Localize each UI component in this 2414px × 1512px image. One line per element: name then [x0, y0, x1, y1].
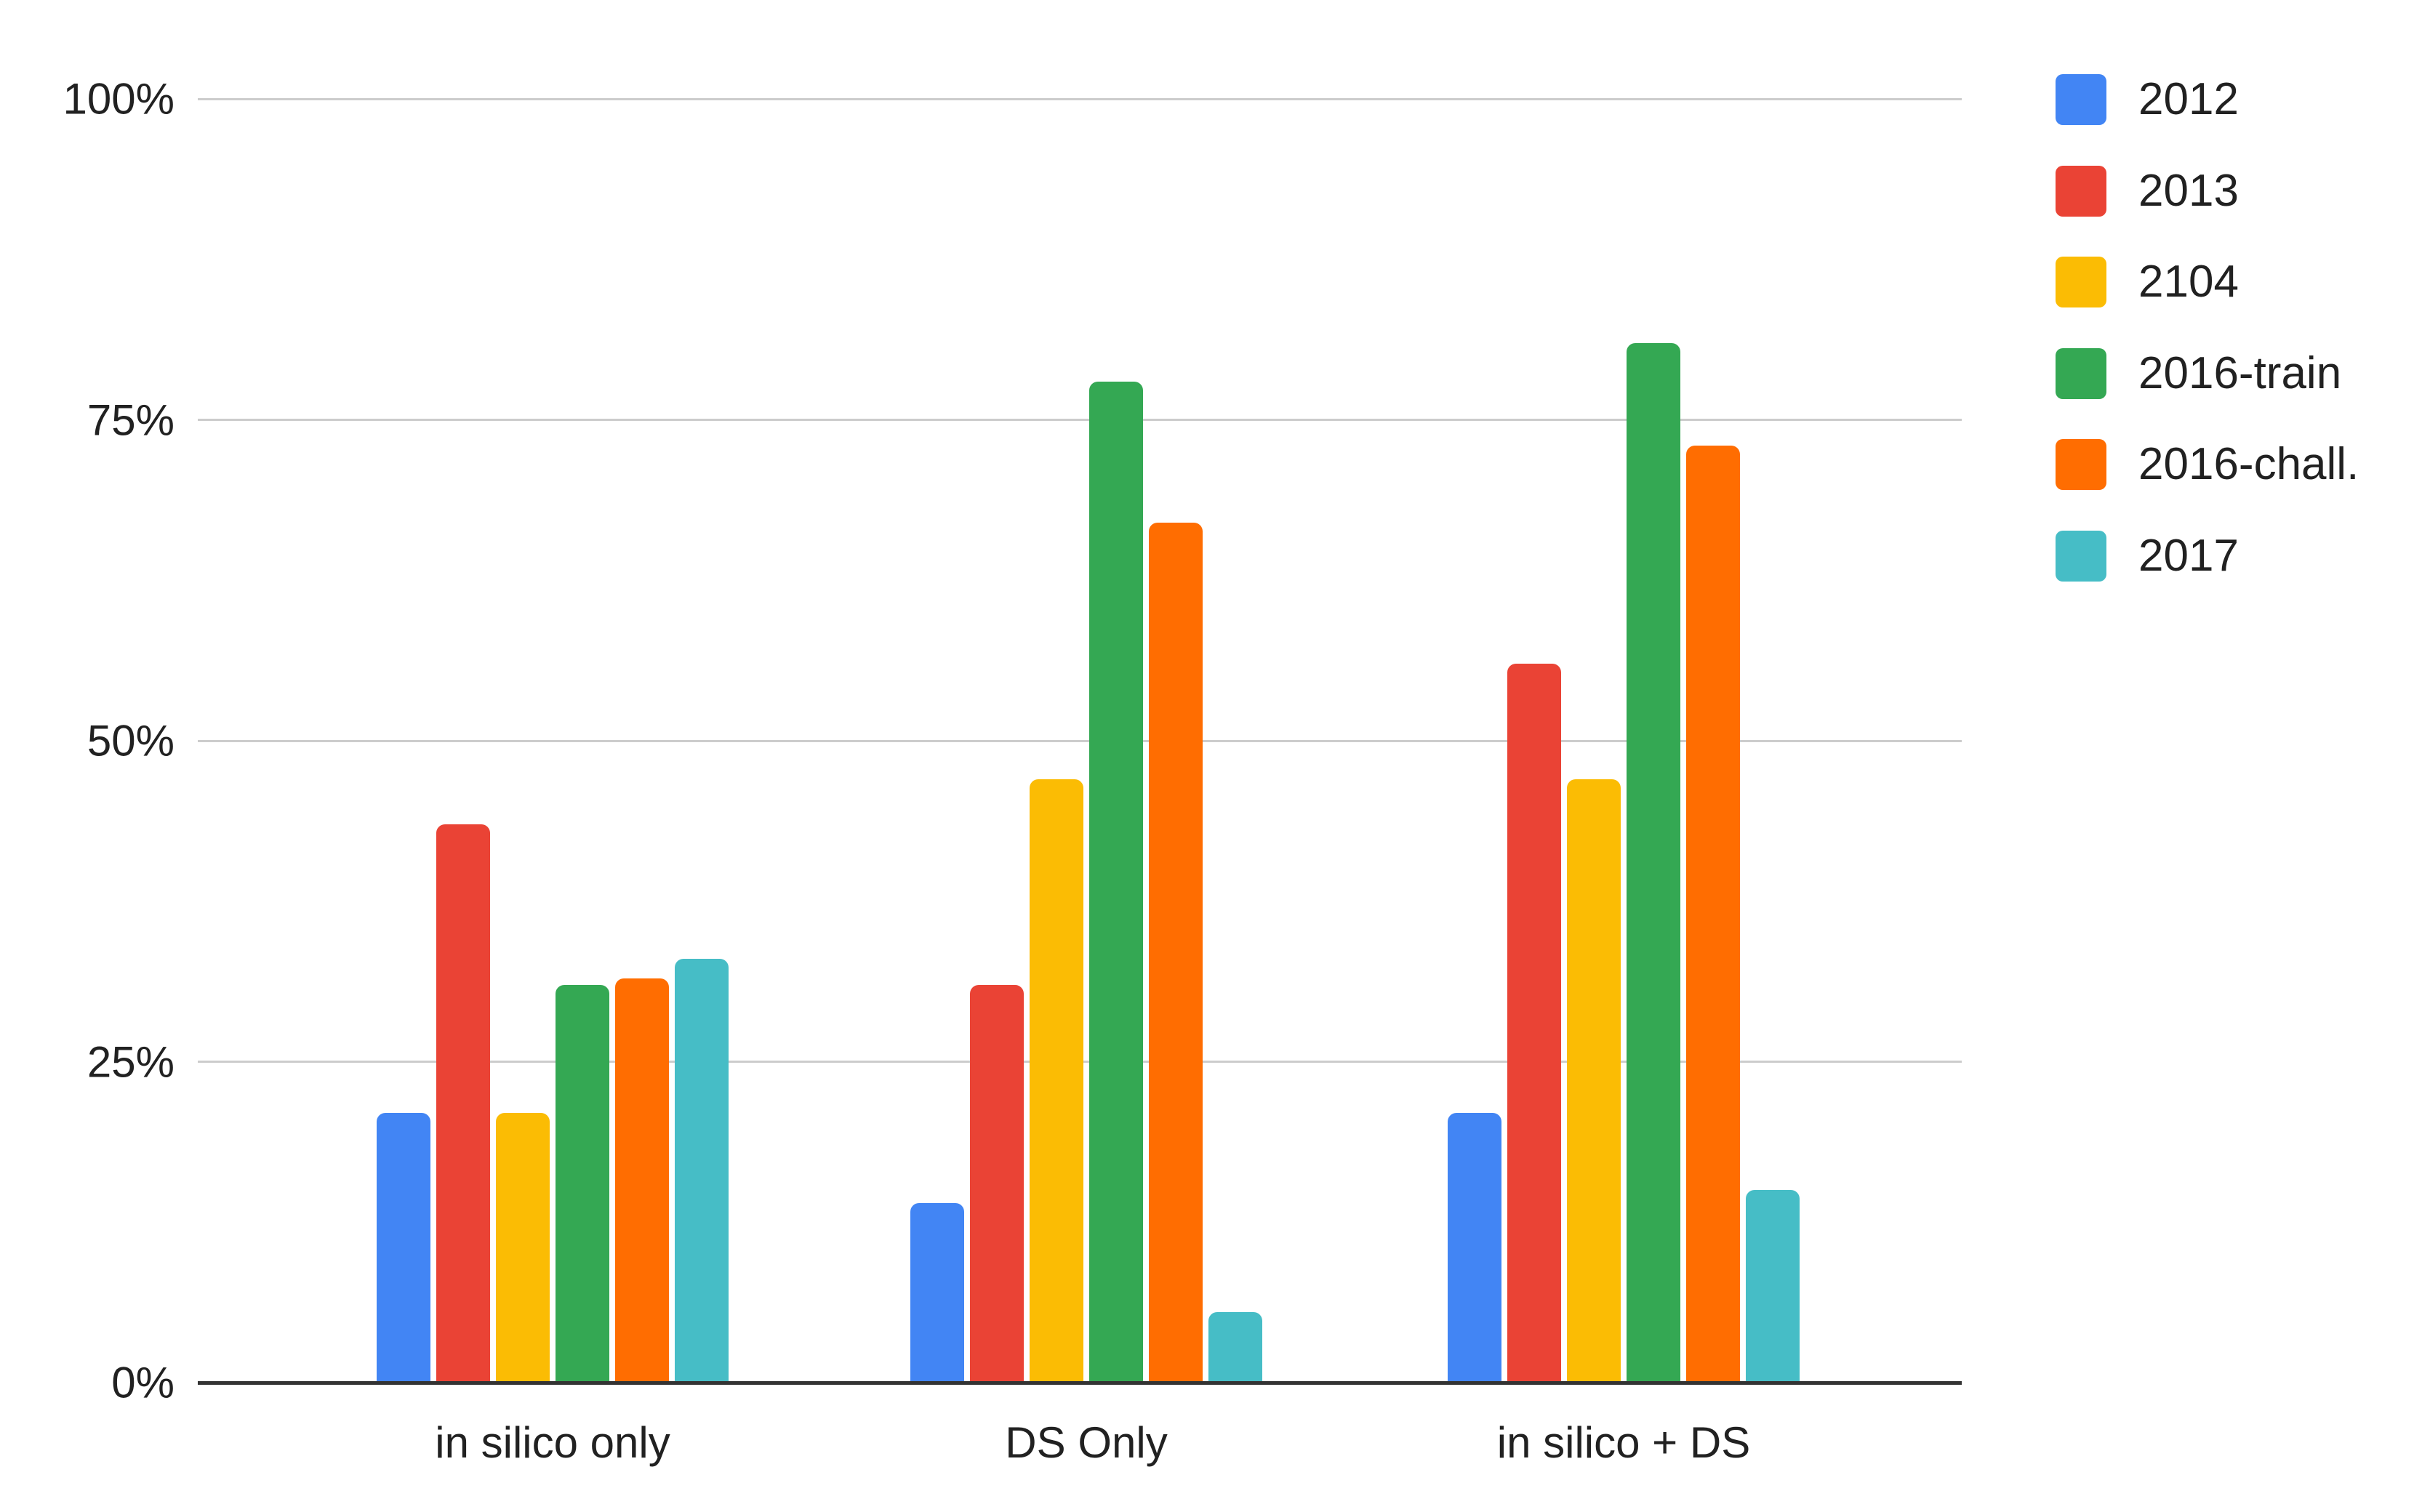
legend-item-2016-chall[interactable]: 2016-chall. [2056, 439, 2359, 490]
bar-2016-chall.-in-silico-+-ds[interactable] [1686, 445, 1740, 1383]
y-tick-label-0: 0% [111, 1358, 175, 1407]
legend-label-2016-train: 2016-train [2138, 347, 2342, 398]
bar-2012-ds-only[interactable] [910, 1202, 964, 1383]
bar-2012-in-silico-only[interactable] [377, 1113, 430, 1383]
gridline-50% [198, 739, 1962, 742]
bar-2012-in-silico-+-ds[interactable] [1448, 1113, 1501, 1383]
bar-2016-chall.-ds-only[interactable] [1149, 522, 1203, 1383]
bar-2104-ds-only[interactable] [1030, 779, 1083, 1383]
legend-item-2013[interactable]: 2013 [2056, 165, 2239, 217]
legend-label-2013: 2013 [2138, 165, 2239, 216]
legend-swatch-2013 [2056, 165, 2106, 217]
bar-2016-chall.-in-silico-only[interactable] [615, 978, 669, 1383]
legend-item-2104[interactable]: 2104 [2056, 257, 2239, 307]
bar-2013-in-silico-only[interactable] [436, 824, 490, 1383]
bar-2016-train-in-silico-only[interactable] [556, 984, 609, 1383]
legend-swatch-2016-train [2056, 347, 2106, 399]
legend-swatch-2016-chall [2056, 439, 2106, 490]
y-tick-label-100: 100% [63, 74, 175, 124]
legend-label-2104: 2104 [2138, 257, 2239, 307]
bar-2016-train-ds-only[interactable] [1089, 381, 1143, 1383]
legend-label-2016-chall: 2016-chall. [2138, 439, 2359, 489]
bar-2017-in-silico-+-ds[interactable] [1746, 1190, 1800, 1383]
bar-2017-in-silico-only[interactable] [675, 959, 729, 1383]
y-tick-label-75: 75% [87, 395, 175, 444]
y-tick-label-50: 50% [87, 716, 175, 765]
legend-item-2017[interactable]: 2017 [2056, 530, 2239, 582]
legend-swatch-2017 [2056, 530, 2106, 582]
bar-2016-train-in-silico-+-ds[interactable] [1627, 342, 1680, 1383]
legend-swatch-2012 [2056, 74, 2106, 125]
legend-label-2017: 2017 [2138, 530, 2239, 581]
x-category-label-ds-only: DS Only [1005, 1418, 1168, 1467]
x-category-label-in-silico-ds: in silico + DS [1496, 1418, 1751, 1467]
x-category-label-in-silico-only: in silico only [435, 1418, 670, 1467]
bar-2013-in-silico-+-ds[interactable] [1507, 664, 1561, 1383]
bar-2017-ds-only[interactable] [1208, 1311, 1262, 1383]
gridline-75% [198, 419, 1962, 421]
legend-item-2012[interactable]: 2012 [2056, 74, 2239, 125]
bar-2013-ds-only[interactable] [970, 984, 1024, 1383]
bar-2104-in-silico-+-ds[interactable] [1567, 779, 1621, 1383]
y-tick-label-25: 25% [87, 1037, 175, 1086]
gridline-100% [198, 97, 1962, 100]
legend-label-2012: 2012 [2138, 74, 2239, 124]
x-axis-line [198, 1380, 1962, 1385]
legend-item-2016-train[interactable]: 2016-train [2056, 347, 2342, 399]
legend-swatch-2104 [2056, 257, 2106, 307]
bar-2104-in-silico-only[interactable] [496, 1113, 550, 1383]
